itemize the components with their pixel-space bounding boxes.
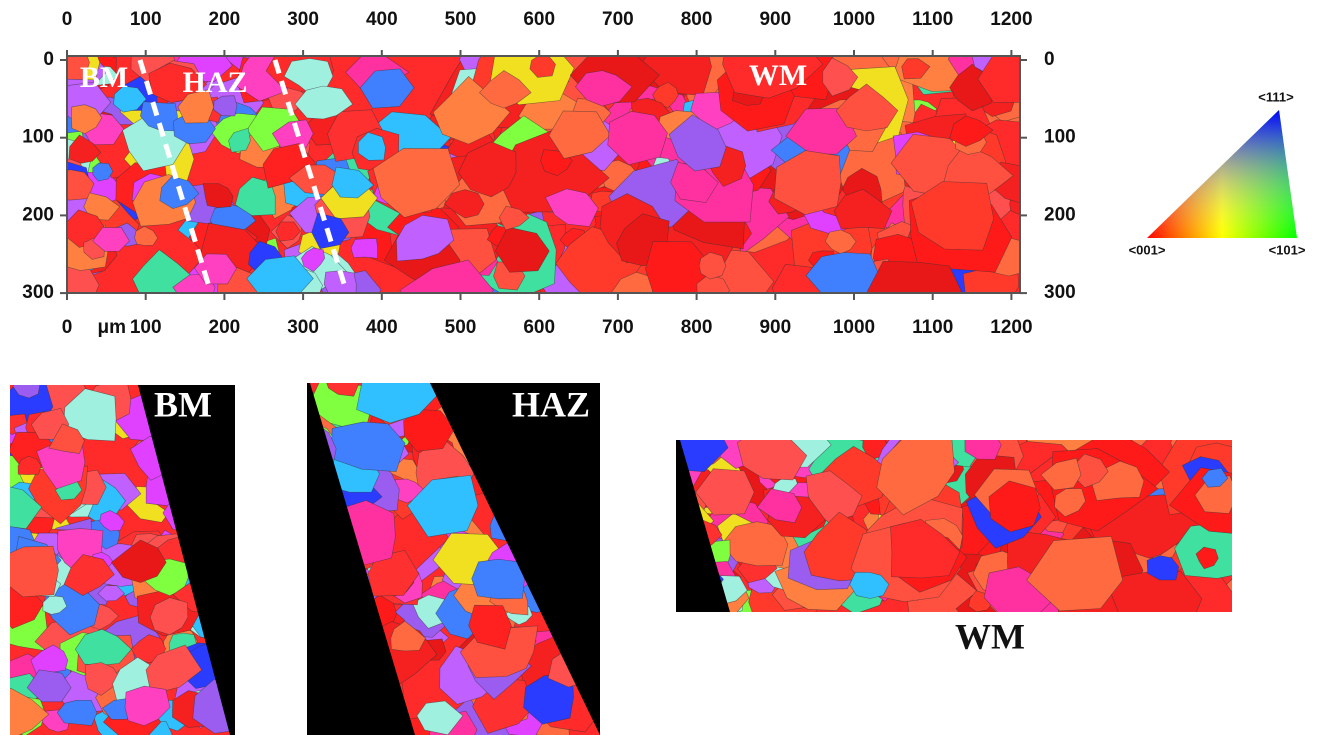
x-tick-label: 500	[445, 9, 477, 30]
x-tick-label: 200	[209, 9, 241, 30]
x-tick-label: 100	[130, 317, 162, 338]
x-tick-label: 1200	[990, 317, 1032, 338]
panel-label: BM	[154, 384, 212, 424]
x-tick-label: 900	[759, 9, 791, 30]
legend-triangle	[1147, 110, 1297, 238]
legend-label: <111>	[1258, 89, 1294, 104]
region-label: WM	[749, 59, 807, 92]
x-tick-label: 400	[366, 317, 398, 338]
region-label: HAZ	[182, 66, 247, 99]
y-tick-label: 0	[43, 49, 54, 70]
y-tick-label: 0	[1044, 49, 1055, 70]
x-tick-label: 200	[209, 317, 241, 338]
panel-label: HAZ	[512, 384, 590, 424]
x-tick-label: 500	[445, 317, 477, 338]
grain	[472, 559, 525, 599]
x-tick-label: 600	[523, 317, 555, 338]
legend-label: <001>	[1129, 242, 1166, 257]
panel-label: WM	[955, 616, 1025, 656]
x-tick-label: 800	[681, 9, 713, 30]
grain	[965, 428, 1001, 460]
y-tick-label: 200	[1044, 204, 1076, 225]
x-tick-label: 600	[523, 9, 555, 30]
x-tick-label: 1000	[833, 317, 875, 338]
x-tick-label: 0	[62, 9, 73, 30]
y-tick-label: 100	[1044, 127, 1076, 148]
x-tick-label: 300	[287, 317, 319, 338]
x-tick-label: 700	[602, 317, 634, 338]
x-tick-label: 1200	[990, 9, 1032, 30]
x-tick-label: 900	[759, 317, 791, 338]
figure: BM HAZ WM 0 100 200 300 400 500 600 700 800 900 10…	[0, 0, 1319, 735]
x-tick-label: 400	[366, 9, 398, 30]
x-tick-label: 100	[130, 9, 162, 30]
x-tick-label: 800	[681, 317, 713, 338]
x-tick-label: 0	[62, 317, 73, 338]
ipf-legend: <111> <001> <101>	[1129, 89, 1306, 257]
unit-label: μm	[97, 317, 126, 338]
x-tick-label: 1000	[833, 9, 875, 30]
grain	[351, 239, 378, 259]
y-tick-label: 200	[22, 204, 54, 225]
y-tick-label: 100	[22, 127, 54, 148]
grain	[0, 546, 59, 597]
x-tick-label: 1100	[912, 9, 953, 30]
x-tick-label: 1100	[912, 317, 953, 338]
wm-panel	[647, 398, 1273, 643]
x-tick-label: 700	[602, 9, 634, 30]
region-label: BM	[80, 61, 128, 94]
y-tick-label: 300	[1044, 282, 1076, 303]
legend-label: <101>	[1269, 242, 1306, 257]
x-tick-label: 300	[287, 9, 319, 30]
y-tick-label: 300	[22, 282, 54, 303]
